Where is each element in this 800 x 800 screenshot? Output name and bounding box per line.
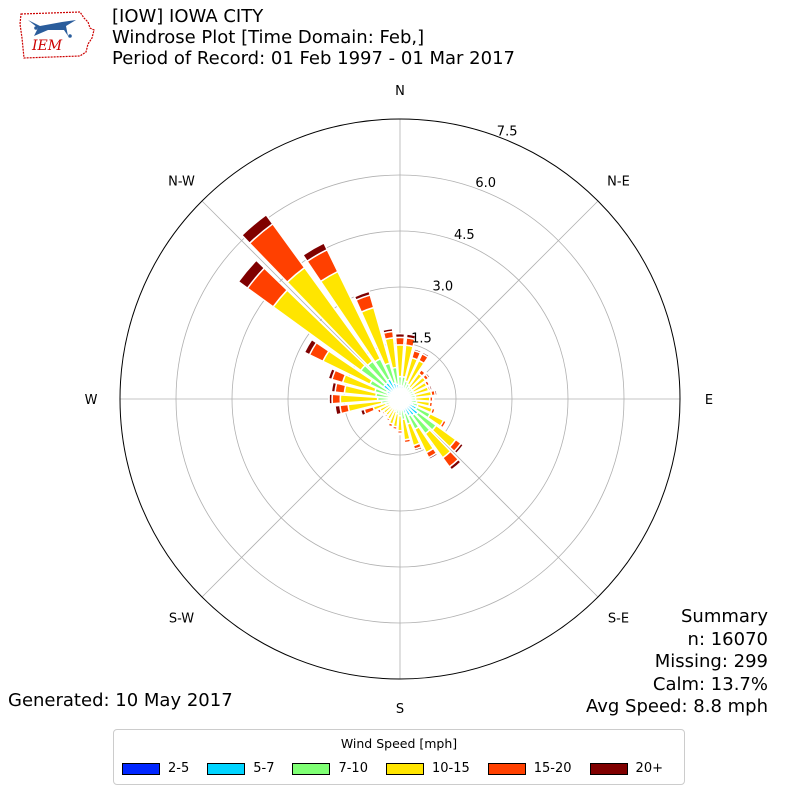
windrose-bar: [421, 351, 431, 359]
windrose-bar: [380, 411, 385, 417]
windrose-bar: [403, 440, 412, 445]
radial-tick-label: 7.5: [497, 124, 518, 139]
windrose-bar: [396, 432, 404, 436]
windrose-bar: [412, 347, 423, 354]
windrose-bar: [382, 414, 388, 419]
compass-label: S-W: [169, 611, 194, 626]
summary-avg-speed: Avg Speed: 8.8 mph: [586, 696, 768, 717]
compass-label: N: [395, 84, 405, 99]
windrose-bar: [386, 424, 393, 429]
summary-calm: Calm: 13.7%: [652, 673, 768, 695]
legend-item: 15-20: [487, 761, 572, 776]
summary-missing: Missing: 299: [654, 651, 768, 672]
windrose-bar: [427, 384, 434, 392]
legend-items: 2-5 5-7 7-10 10-15 15-20 20+: [122, 761, 681, 776]
windrose-bar: [240, 213, 274, 245]
title-station: [IOW] IOWA CITY: [112, 6, 264, 27]
legend-swatch: [207, 762, 246, 775]
legend-label: 20+: [635, 761, 663, 776]
windrose-bar: [441, 420, 448, 430]
windrose-bar: [331, 393, 342, 405]
svg-text:IEM: IEM: [31, 38, 63, 54]
compass-label: N-E: [607, 175, 630, 190]
windrose-bar: [381, 327, 394, 334]
legend-label: 7-10: [338, 761, 368, 776]
windrose-bar: [303, 338, 318, 356]
windrose-bar: [394, 332, 406, 339]
windrose-bar: [433, 389, 438, 397]
windrose-bar: [427, 452, 439, 461]
compass-label: S-E: [608, 611, 629, 626]
windrose-bar: [353, 290, 372, 302]
summary-box: Summary n: 16070 Missing: 299 Calm: 13.7…: [586, 606, 768, 719]
windrose-bar: [430, 401, 435, 409]
windrose-bar: [301, 241, 329, 263]
windrose-bar: [448, 458, 463, 472]
windrose-bar: [328, 393, 334, 405]
legend-item: 7-10: [292, 761, 368, 776]
legend-item: 5-7: [207, 761, 274, 776]
grid-spoke: [201, 200, 401, 400]
grid-spoke: [399, 200, 599, 400]
summary-heading: Summary: [681, 606, 768, 627]
compass-label: E: [705, 393, 713, 408]
windrose-bar: [432, 408, 437, 416]
legend-title: Wind Speed [mph]: [340, 736, 458, 751]
windrose-bar: [237, 259, 266, 290]
windrose-bar: [327, 367, 337, 381]
legend-label: 2-5: [168, 761, 190, 776]
legend-label: 5-7: [253, 761, 275, 776]
legend-swatch: [292, 762, 331, 775]
windrose-bar: [375, 409, 380, 415]
windrose-bar: [426, 379, 432, 386]
grid-spoke: [201, 398, 401, 598]
legend-label: 15-20: [533, 761, 572, 776]
windrose-bar: [405, 333, 417, 341]
summary-n: n: 16070: [687, 628, 768, 650]
title-period: Period of Record: 01 Feb 1997 - 01 Mar 2…: [112, 48, 515, 69]
legend: Wind Speed [mph] 2-5 5-7 7-10 10-15 15-20 20+: [113, 729, 685, 785]
windrose-bar: [431, 395, 435, 403]
windrose-bar: [391, 427, 398, 432]
legend-swatch: [487, 762, 526, 775]
legend-item: 20+: [589, 761, 663, 776]
legend-swatch: [385, 762, 424, 775]
compass-label: W: [85, 393, 98, 408]
compass-label: S: [396, 702, 404, 717]
windrose-bar: [420, 367, 427, 375]
legend-label: 10-15: [431, 761, 470, 776]
iem-logo: IEM: [18, 8, 96, 60]
legend-swatch: [122, 762, 160, 775]
windrose-bar: [334, 404, 343, 416]
windrose-bar: [424, 372, 432, 380]
windrose-bar: [384, 418, 391, 424]
windrose-bar: [413, 445, 424, 452]
radial-tick-label: 6.0: [475, 176, 496, 191]
radial-tick-label: 3.0: [433, 280, 454, 295]
windrose-bar: [453, 442, 465, 455]
generated-date: Generated: 10 May 2017: [8, 690, 233, 711]
windrose-bar: [394, 336, 406, 346]
windrose-bar: [359, 408, 367, 417]
legend-item: 2-5: [122, 761, 189, 776]
compass-label: N-W: [168, 175, 195, 190]
polar-frame: [119, 118, 681, 680]
chart-title: [IOW] IOWA CITY Windrose Plot [Time Doma…: [112, 6, 515, 69]
grid-spoke: [399, 398, 599, 598]
legend-item: 10-15: [385, 761, 470, 776]
windrose-bar: [330, 381, 338, 393]
title-plot-type: Windrose Plot [Time Domain: Feb,]: [112, 27, 425, 48]
legend-swatch: [589, 762, 628, 775]
radial-tick-label: 4.5: [454, 228, 475, 243]
radial-tick-label: 1.5: [411, 331, 432, 346]
